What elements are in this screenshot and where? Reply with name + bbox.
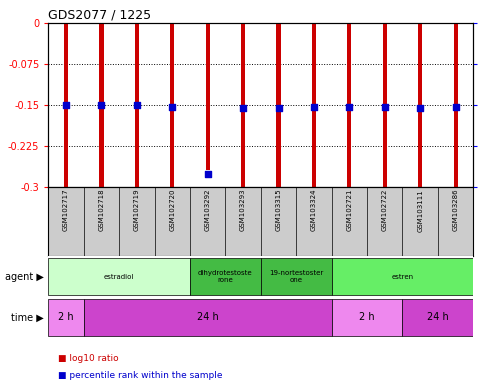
Bar: [84, 299, 332, 336]
Bar: [312, 23, 316, 187]
Point: [416, 105, 424, 111]
Text: GSM103324: GSM103324: [311, 189, 317, 231]
Point: [169, 103, 176, 109]
Bar: [48, 299, 84, 336]
Bar: [454, 23, 458, 187]
Text: GSM102720: GSM102720: [169, 189, 175, 231]
Text: 24 h: 24 h: [427, 313, 449, 323]
Bar: [64, 23, 68, 187]
Bar: [190, 258, 261, 295]
Text: dihydrotestoste
rone: dihydrotestoste rone: [198, 270, 253, 283]
Point: [381, 103, 389, 109]
Text: agent ▶: agent ▶: [5, 271, 43, 281]
Bar: [347, 23, 352, 187]
Text: ■ log10 ratio: ■ log10 ratio: [58, 354, 119, 363]
Point: [345, 103, 353, 109]
Text: GDS2077 / 1225: GDS2077 / 1225: [48, 9, 152, 22]
Text: 19-nortestoster
one: 19-nortestoster one: [269, 270, 323, 283]
Point: [310, 103, 318, 109]
Text: ■ percentile rank within the sample: ■ percentile rank within the sample: [58, 371, 223, 381]
Bar: [383, 23, 387, 187]
Text: GSM103286: GSM103286: [453, 189, 459, 232]
Bar: [261, 258, 332, 295]
Text: estradiol: estradiol: [104, 273, 134, 280]
Point: [98, 102, 105, 108]
Text: GSM103111: GSM103111: [417, 189, 423, 232]
Text: 2 h: 2 h: [359, 313, 375, 323]
Text: GSM102722: GSM102722: [382, 189, 388, 231]
Text: time ▶: time ▶: [11, 313, 43, 323]
Point: [62, 102, 70, 108]
Bar: [332, 258, 473, 295]
Bar: [48, 258, 190, 295]
Bar: [241, 23, 245, 187]
Text: GSM102718: GSM102718: [99, 189, 104, 232]
Point: [133, 102, 141, 108]
Text: 24 h: 24 h: [197, 313, 219, 323]
Bar: [332, 299, 402, 336]
Bar: [99, 23, 103, 187]
Text: GSM103292: GSM103292: [205, 189, 211, 231]
Bar: [135, 23, 139, 187]
Point: [204, 170, 212, 177]
Point: [452, 103, 459, 109]
Bar: [418, 23, 422, 187]
Bar: [206, 23, 210, 170]
Text: GSM103293: GSM103293: [240, 189, 246, 232]
Text: 2 h: 2 h: [58, 313, 74, 323]
Bar: [276, 23, 281, 187]
Bar: [402, 299, 473, 336]
Text: GSM102717: GSM102717: [63, 189, 69, 232]
Point: [275, 105, 283, 111]
Text: GSM102719: GSM102719: [134, 189, 140, 232]
Text: estren: estren: [391, 273, 413, 280]
Bar: [170, 23, 174, 187]
Point: [239, 105, 247, 111]
Text: GSM103315: GSM103315: [275, 189, 282, 232]
Text: GSM102721: GSM102721: [346, 189, 353, 231]
